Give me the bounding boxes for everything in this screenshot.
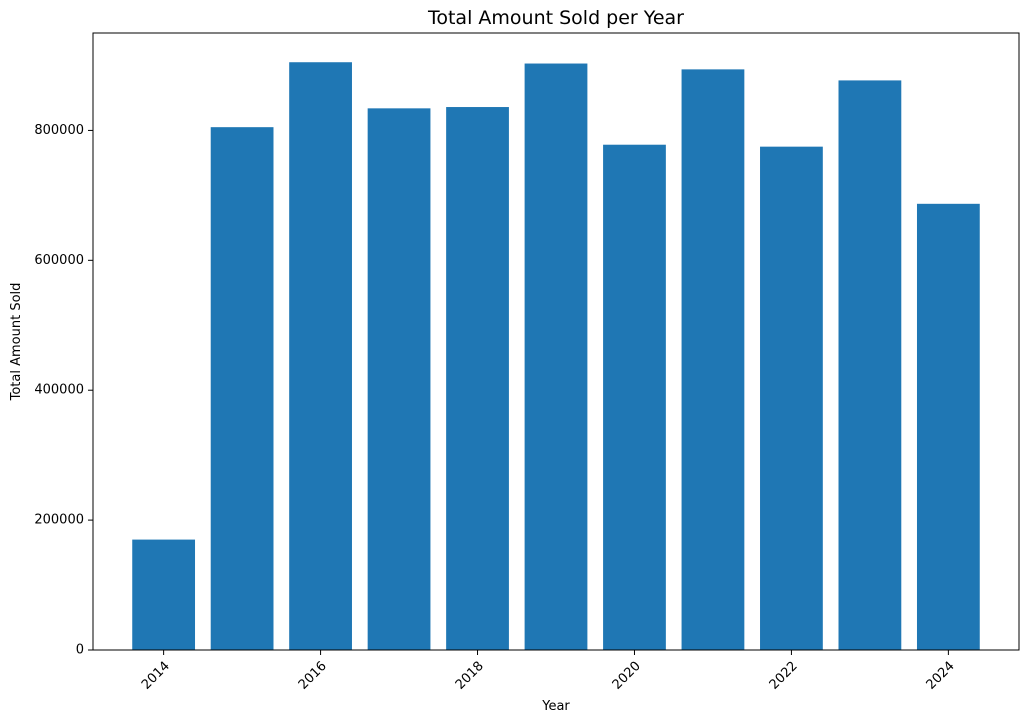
- bar-2020: [603, 144, 666, 650]
- bar-2024: [916, 203, 980, 650]
- y-tick-label: 0: [76, 643, 84, 658]
- x-tick-label: 2014: [139, 659, 173, 693]
- axes-layer: [92, 32, 1020, 651]
- y-ticks: 0 200000 400000 600000 800000: [34, 123, 93, 658]
- bar-2015: [210, 127, 274, 651]
- bar-2022: [760, 146, 823, 650]
- bar-2021: [681, 69, 745, 651]
- bar-2019: [524, 63, 588, 650]
- plot-frame: [92, 32, 1020, 651]
- y-tick-label: 600000: [34, 253, 84, 268]
- bar-2023: [838, 80, 902, 650]
- bars-layer: [132, 62, 980, 651]
- x-tick-label: 2018: [453, 659, 487, 693]
- x-tick-label: 2022: [767, 659, 801, 693]
- x-ticks: 2014 2016 2018 2020 2022 2024: [139, 650, 958, 693]
- y-tick-label: 400000: [34, 383, 84, 398]
- bar-2018: [446, 107, 509, 651]
- chart-title: Total Amount Sold per Year: [427, 7, 684, 29]
- bar-2017: [367, 108, 431, 651]
- y-axis-label: Total Amount Sold: [9, 283, 24, 402]
- bar-2016: [289, 62, 352, 651]
- x-tick-label: 2024: [924, 659, 958, 693]
- y-tick-label: 800000: [34, 123, 84, 138]
- y-tick-label: 200000: [34, 513, 84, 528]
- x-axis-label: Year: [541, 699, 570, 714]
- bar-2014: [132, 539, 196, 650]
- x-tick-label: 2016: [296, 659, 330, 693]
- x-tick-label: 2020: [610, 659, 644, 693]
